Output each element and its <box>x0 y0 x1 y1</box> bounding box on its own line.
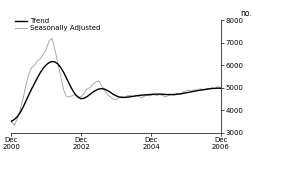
Trend <box>82 97 86 99</box>
Seasonally Adjusted <box>190 90 193 92</box>
Trend <box>59 66 63 69</box>
Trend <box>187 91 190 93</box>
Trend <box>50 61 54 63</box>
Legend: Trend, Seasonally Adjusted: Trend, Seasonally Adjusted <box>15 18 100 31</box>
Trend <box>117 96 121 98</box>
Seasonally Adjusted <box>62 89 65 91</box>
Trend <box>219 87 222 89</box>
Trend <box>10 120 13 122</box>
Trend <box>193 90 196 92</box>
Seasonally Adjusted <box>219 87 222 89</box>
Seasonally Adjusted <box>12 125 16 127</box>
Seasonally Adjusted <box>205 88 208 90</box>
Seasonally Adjusted <box>10 119 13 121</box>
Seasonally Adjusted <box>50 37 54 39</box>
Line: Trend: Trend <box>11 62 221 121</box>
Trend <box>201 89 205 91</box>
Seasonally Adjusted <box>85 88 89 90</box>
Seasonally Adjusted <box>120 96 124 98</box>
Seasonally Adjusted <box>196 89 199 91</box>
Y-axis label: no.: no. <box>240 9 252 18</box>
Line: Seasonally Adjusted: Seasonally Adjusted <box>11 38 221 126</box>
